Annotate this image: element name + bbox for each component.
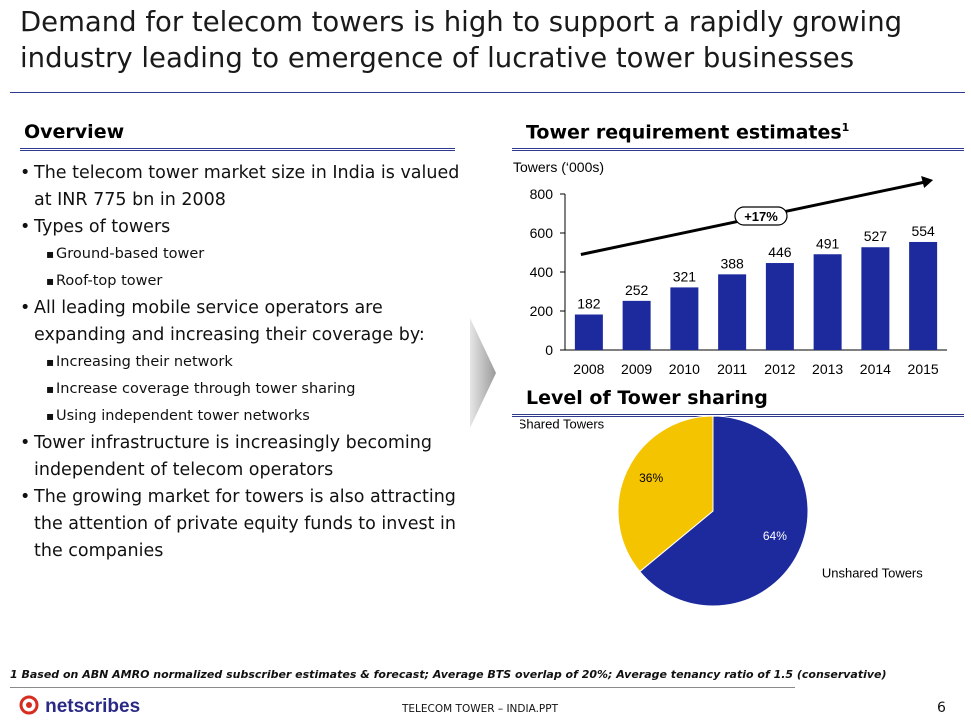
x-tick-label: 2011 <box>717 361 747 377</box>
y-tick-label: 0 <box>545 342 553 358</box>
chevron-arrow-icon <box>470 318 496 428</box>
bar-value-label: 446 <box>768 244 792 260</box>
sub-bullet-item: Roof-top tower <box>20 268 460 295</box>
bar <box>574 314 603 350</box>
chart-heading: Tower requirement estimates1 <box>526 121 849 143</box>
trend-arrowhead-icon <box>921 176 934 188</box>
logo-mark-icon <box>19 695 39 715</box>
bar-value-label: 527 <box>864 228 888 244</box>
bar-value-label: 182 <box>577 296 601 312</box>
bar <box>909 241 938 350</box>
pie-legend-label: Shared Towers <box>520 416 605 431</box>
x-tick-label: 2009 <box>621 361 652 377</box>
sharing-heading: Level of Tower sharing <box>526 387 768 409</box>
pie-pct-label: 36% <box>639 471 663 485</box>
bar <box>813 254 842 350</box>
bullet-item: All leading mobile service operators are… <box>20 295 460 349</box>
chart-rule <box>512 148 964 151</box>
chart-heading-text: Tower requirement estimates <box>526 121 842 144</box>
bar <box>765 263 794 350</box>
y-tick-label: 600 <box>530 225 554 241</box>
x-tick-label: 2012 <box>764 361 795 377</box>
title-rule <box>10 92 965 93</box>
growth-badge <box>734 206 788 226</box>
y-axis-label: Towers (‘000s) <box>513 159 604 175</box>
footer-document-name: TELECOM TOWER – INDIA.PPT <box>402 703 558 715</box>
pie-slice <box>639 415 809 607</box>
overview-bullets: The telecom tower market size in India i… <box>20 160 460 565</box>
sharing-rule <box>512 414 964 417</box>
bar <box>718 274 747 350</box>
sub-bullet-item: Ground-based tower <box>20 241 460 268</box>
bar <box>670 287 699 350</box>
bullet-item: Types of towers <box>20 214 460 241</box>
overview-heading: Overview <box>24 121 125 143</box>
pie-pct-label: 64% <box>763 529 787 543</box>
page-number: 6 <box>937 700 946 716</box>
growth-badge-text: +17% <box>744 209 778 224</box>
sub-bullet-item: Increase coverage through tower sharing <box>20 376 460 403</box>
x-tick-label: 2013 <box>812 361 843 377</box>
x-tick-label: 2008 <box>573 361 604 377</box>
bar-value-label: 491 <box>816 235 840 251</box>
page-title: Demand for telecom towers is high to sup… <box>20 6 903 74</box>
pie-slice <box>617 415 714 573</box>
bullet-item: The growing market for towers is also at… <box>20 484 460 565</box>
tower-sharing-pie: 64% Unshared Towers 36% Shared Towers <box>520 415 923 607</box>
bar <box>861 247 890 350</box>
bar-value-label: 554 <box>911 223 935 239</box>
tower-bar-chart: Towers (‘000s) 0 200 400 600 800 182 2008 252 200… <box>513 159 947 377</box>
bar-value-label: 388 <box>720 255 744 271</box>
logo-text: netscribes <box>45 696 141 717</box>
bullet-item: Tower infrastructure is increasingly bec… <box>20 430 460 484</box>
bar <box>622 300 651 350</box>
pie-legend-label: Unshared Towers <box>822 566 923 581</box>
x-tick-label: 2014 <box>860 361 891 377</box>
bar-value-label: 321 <box>673 268 697 284</box>
x-tick-label: 2015 <box>908 361 939 377</box>
y-tick-label: 400 <box>530 264 554 280</box>
x-tick-label: 2010 <box>669 361 700 377</box>
chart-heading-footnote-mark: 1 <box>841 121 850 134</box>
footer-rule <box>10 687 795 688</box>
y-tick-label: 200 <box>530 303 554 319</box>
sub-bullet-item: Using independent tower networks <box>20 403 460 430</box>
y-tick-label: 800 <box>530 186 554 202</box>
overview-rule <box>20 148 455 151</box>
bar-value-label: 252 <box>625 282 649 298</box>
bullet-item: The telecom tower market size in India i… <box>20 160 460 214</box>
footnote: 1 Based on ABN AMRO normalized subscribe… <box>10 668 887 681</box>
sub-bullet-item: Increasing their network <box>20 349 460 376</box>
netscribes-logo: netscribes <box>18 695 140 718</box>
